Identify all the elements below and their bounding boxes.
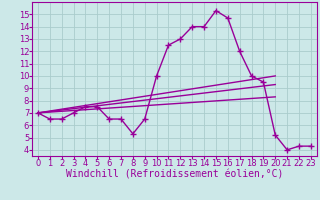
X-axis label: Windchill (Refroidissement éolien,°C): Windchill (Refroidissement éolien,°C): [66, 169, 283, 179]
